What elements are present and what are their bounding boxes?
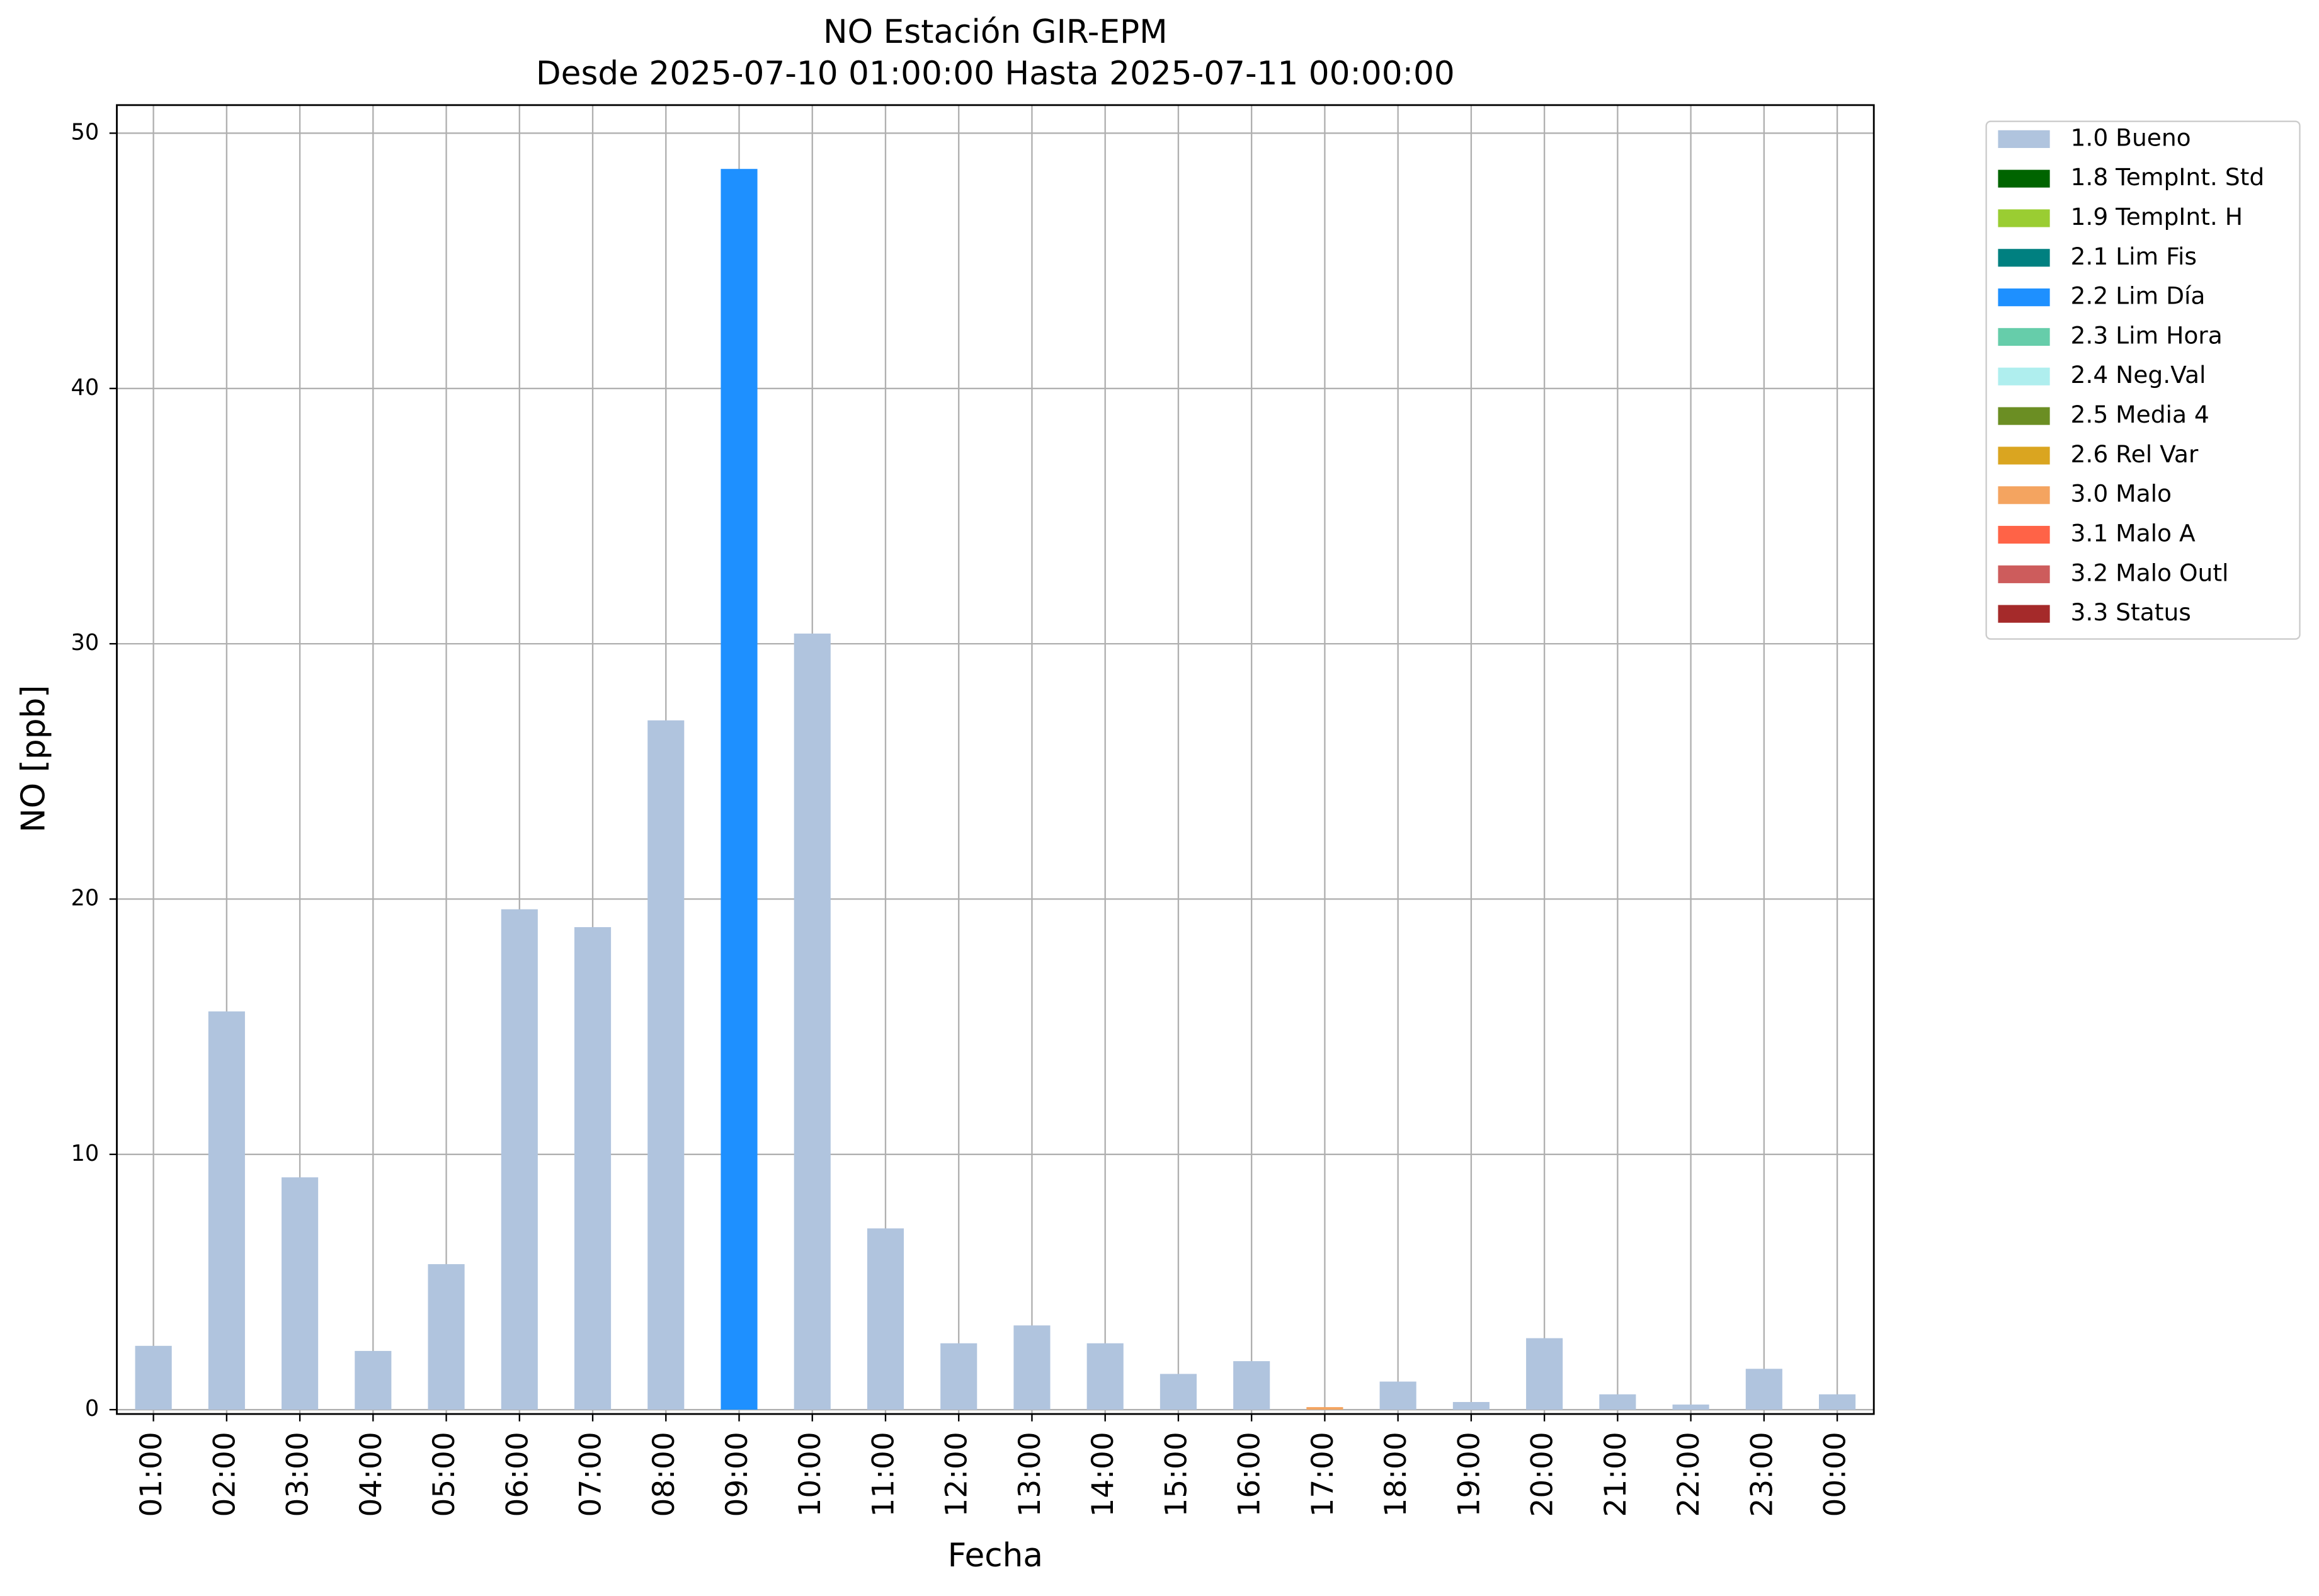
x-tick-label: 04:00	[354, 1432, 389, 1517]
chart-title: NO Estación GIR-EPM	[823, 13, 1168, 51]
bar	[940, 1343, 977, 1410]
bar	[1672, 1405, 1709, 1410]
bar	[574, 927, 612, 1410]
x-tick-label: 00:00	[1818, 1432, 1853, 1517]
legend-label: 2.6 Rel Var	[2071, 440, 2199, 468]
x-tick-label: 12:00	[940, 1432, 974, 1517]
legend-swatch	[1998, 249, 2050, 267]
y-tick-label: 40	[71, 375, 100, 401]
legend-swatch	[1998, 447, 2050, 465]
legend-swatch	[1998, 486, 2050, 504]
x-axis-label: Fecha	[948, 1537, 1043, 1575]
bar	[135, 1345, 172, 1410]
y-tick-label: 20	[71, 885, 100, 911]
plot-area	[117, 105, 1874, 1415]
y-tick-label: 50	[71, 119, 100, 145]
y-axis-label: NO [ppb]	[14, 685, 52, 833]
legend-swatch	[1998, 209, 2050, 227]
bar	[501, 909, 538, 1410]
x-tick-label: 01:00	[134, 1432, 169, 1517]
bar	[282, 1177, 319, 1410]
x-tick-label: 21:00	[1598, 1432, 1633, 1517]
bar	[721, 169, 758, 1410]
x-tick-label: 19:00	[1452, 1432, 1486, 1517]
legend-swatch	[1998, 605, 2050, 623]
x-tick-label: 03:00	[281, 1432, 316, 1517]
bar	[1819, 1394, 1856, 1410]
x-tick-label: 05:00	[427, 1432, 462, 1517]
y-tick-label: 0	[85, 1396, 99, 1422]
legend-label: 2.4 Neg.Val	[2071, 361, 2206, 389]
legend-swatch	[1998, 407, 2050, 425]
legend-swatch	[1998, 525, 2050, 544]
x-tick-label: 15:00	[1159, 1432, 1194, 1517]
x-tick-label: 13:00	[1013, 1432, 1047, 1517]
x-tick-label: 22:00	[1672, 1432, 1706, 1517]
bar	[1160, 1374, 1197, 1410]
legend-label: 2.3 Lim Hora	[2071, 321, 2223, 349]
legend-swatch	[1998, 130, 2050, 148]
legend-swatch	[1998, 169, 2050, 188]
legend-label: 1.0 Bueno	[2071, 123, 2191, 151]
x-tick-label: 11:00	[866, 1432, 901, 1517]
legend-label: 3.1 Malo A	[2071, 520, 2196, 547]
x-tick-label: 02:00	[207, 1432, 242, 1517]
x-tick-label: 23:00	[1745, 1432, 1779, 1517]
bar	[794, 633, 831, 1410]
x-tick-label: 09:00	[720, 1432, 755, 1517]
legend-swatch	[1998, 288, 2050, 307]
bar	[208, 1011, 245, 1410]
x-tick-label: 08:00	[647, 1432, 681, 1517]
legend-label: 3.3 Status	[2071, 598, 2191, 626]
x-tick-label: 18:00	[1379, 1432, 1413, 1517]
legend-swatch	[1998, 565, 2050, 583]
legend-label: 1.8 TempInt. Std	[2071, 163, 2265, 191]
legend-label: 3.2 Malo Outl	[2071, 559, 2229, 586]
bar	[867, 1228, 904, 1410]
chart-subtitle: Desde 2025-07-10 01:00:00 Hasta 2025-07-…	[536, 55, 1455, 93]
legend-label: 2.1 Lim Fis	[2071, 242, 2197, 270]
bar	[1599, 1394, 1636, 1410]
legend-label: 2.2 Lim Día	[2071, 282, 2206, 310]
x-tick-label: 10:00	[793, 1432, 828, 1517]
bar	[1013, 1325, 1051, 1410]
legend-swatch	[1998, 328, 2050, 346]
bar	[1379, 1381, 1416, 1410]
x-tick-label: 16:00	[1233, 1432, 1267, 1517]
bar	[1086, 1343, 1124, 1410]
legend-label: 3.0 Malo	[2071, 480, 2172, 508]
y-tick-label: 10	[71, 1141, 100, 1166]
bar	[647, 720, 685, 1410]
legend-box	[1985, 120, 2301, 640]
bar	[1452, 1401, 1490, 1410]
x-tick-label: 20:00	[1525, 1432, 1560, 1517]
x-tick-label: 14:00	[1086, 1432, 1120, 1517]
bar	[1306, 1407, 1343, 1410]
legend-label: 1.9 TempInt. H	[2071, 203, 2243, 231]
x-tick-label: 17:00	[1306, 1432, 1340, 1517]
bar	[428, 1264, 465, 1410]
bar	[1233, 1361, 1270, 1410]
bar	[1745, 1369, 1782, 1410]
legend-label: 2.5 Media 4	[2071, 401, 2209, 428]
x-tick-label: 06:00	[500, 1432, 535, 1517]
legend-swatch	[1998, 367, 2050, 385]
plot-frame	[116, 104, 1875, 1415]
x-tick-label: 07:00	[574, 1432, 608, 1517]
bar	[355, 1350, 392, 1410]
bar	[1526, 1338, 1563, 1410]
y-tick-label: 30	[71, 630, 100, 656]
